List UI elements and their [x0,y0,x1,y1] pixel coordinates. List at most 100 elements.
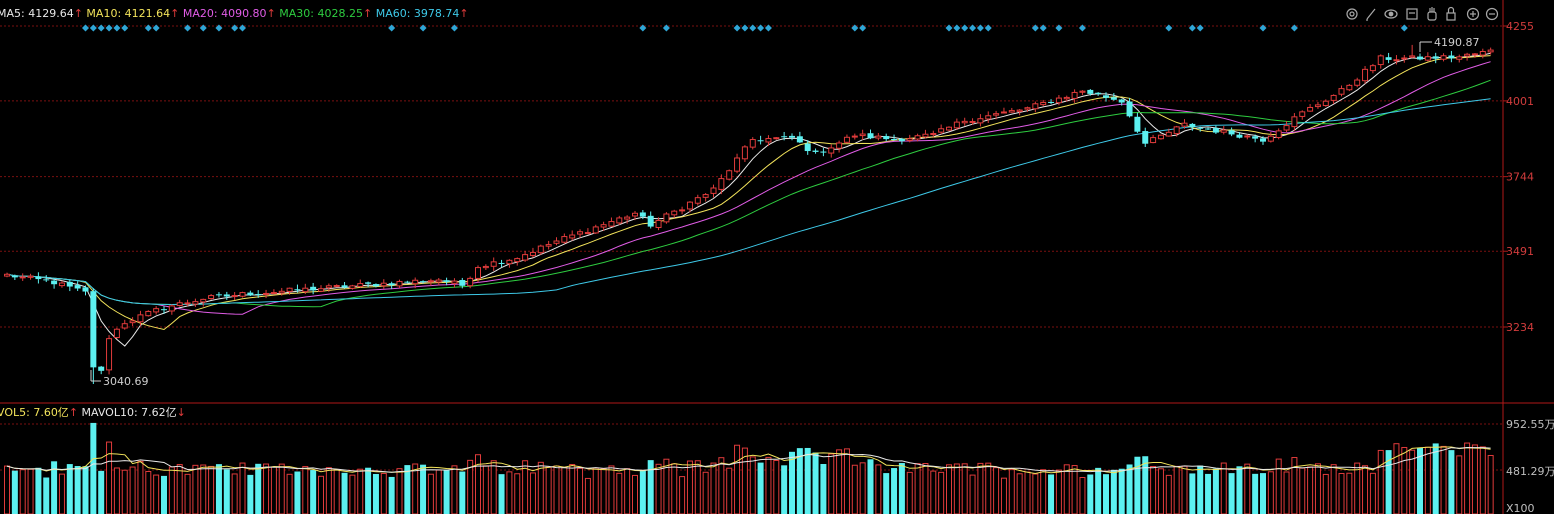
signal-marker [1259,24,1267,32]
candlestick-series [4,44,1494,384]
volume-bar [51,461,58,514]
candle-body [82,287,89,292]
candle-body [985,115,992,120]
volume-bar [553,465,560,514]
signal-marker [1188,24,1196,32]
volume-bar [632,474,638,514]
volume-bar [584,477,591,514]
lock-icon[interactable] [1446,6,1456,21]
edit-icon[interactable] [1366,8,1376,21]
volume-bar [796,448,803,514]
volume-bar [985,462,992,514]
volume-bar [1346,472,1353,514]
candle-body [490,261,497,267]
volume-legend-item-1: MAVOL10: 7.62亿 [78,406,177,419]
candle-body [1110,97,1117,100]
candle-body [333,285,340,288]
candle-body [710,187,717,194]
candle-body [1142,131,1149,144]
settings-icon[interactable] [1346,8,1358,20]
eye-icon[interactable] [1384,9,1398,19]
candle-body [168,305,175,312]
candle-body [828,147,835,154]
candle-body [357,283,364,287]
signal-marker [113,24,121,32]
volume-bar [694,460,701,514]
zoom-out-icon[interactable] [1485,7,1499,21]
high-annotation: 4190.87 [1419,36,1480,52]
candle-body [176,302,183,307]
candle-body [113,328,120,339]
candle-body [977,118,984,124]
volume-bar [137,460,144,514]
volume-bar [922,463,929,514]
volume-bar [1000,477,1007,514]
volume-bar [19,469,26,514]
volume-bar [781,465,788,514]
candle-body [192,301,199,305]
candle-body [1393,59,1400,62]
candle-body [98,366,105,371]
candle-body [341,285,348,288]
volume-grid [0,423,1503,471]
signal-marker [1290,24,1298,32]
volume-bar [592,467,599,514]
volume-bar [106,441,113,514]
volume-bar [891,468,898,514]
volume-bar [1236,466,1243,514]
ma-legend-item-3: MA30: 4028.25 [276,7,363,20]
hand-icon[interactable] [1427,7,1437,21]
ma-legend-item-2: MA20: 4090.80 [179,7,266,20]
volume-bar [318,475,324,514]
volume-bar [451,465,458,514]
volume-bar [145,471,152,514]
candle-body [412,279,419,285]
candle-body [938,128,945,133]
volume-bar [475,454,481,514]
signal-marker [1039,24,1047,32]
volume-bar [404,465,411,514]
candle-body [946,126,952,131]
candle-body [467,277,474,287]
volume-bar [529,472,536,514]
candle-body [1354,79,1361,86]
volume-bar [333,468,340,514]
signal-marker [82,24,89,32]
volume-bar [1103,474,1109,514]
volume-bar [443,469,450,514]
volume-bar [506,471,513,514]
candle-body [435,279,442,283]
candle-body [608,221,615,227]
candle-body [663,213,670,223]
volume-bar [11,470,18,514]
volume-bar [1189,473,1196,514]
volume-bar [1456,455,1463,514]
volume-bar [702,471,709,514]
save-icon[interactable] [1406,8,1418,20]
volume-bar [74,466,81,514]
candle-body [1385,57,1392,60]
candle-body [694,197,701,204]
zoom-in-icon[interactable] [1466,7,1480,21]
volume-bar [27,468,34,514]
candle-body [1205,128,1212,130]
volume-bar [231,473,238,514]
candle-body [145,310,152,317]
volume-bar [1267,471,1274,514]
signal-marker [859,24,867,32]
volume-bar [35,467,42,514]
candle-body [749,139,756,148]
volume-bar [490,460,497,514]
candle-body [215,294,222,296]
volume-bar [255,463,262,514]
signal-marker [121,24,129,32]
candle-body [1150,137,1157,144]
ma-legend-item-arrow-0: ↑ [74,7,83,20]
volume-bar [1354,462,1361,514]
candle-body [231,295,238,298]
candle-body [537,245,544,254]
signal-markers [82,24,1408,32]
volume-bar [90,422,97,514]
signal-marker [741,24,749,32]
